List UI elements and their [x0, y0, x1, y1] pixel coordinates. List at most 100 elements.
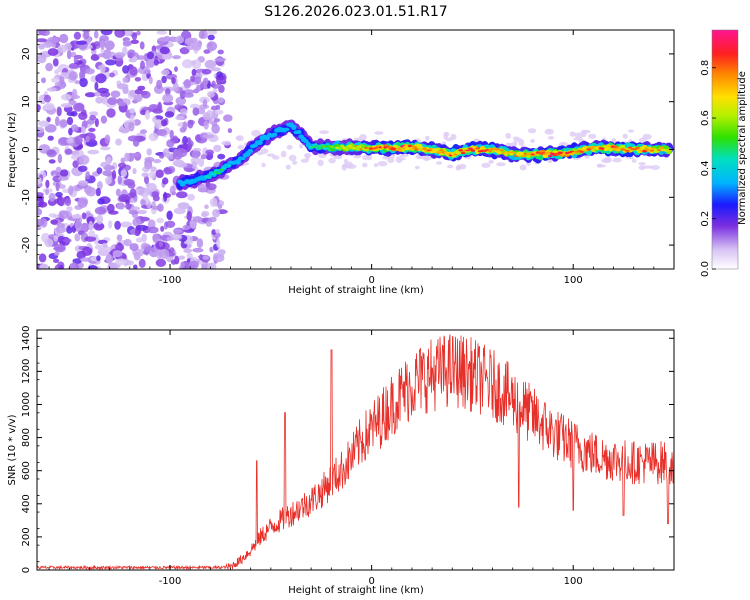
noise-speckle — [184, 240, 193, 245]
noise-speckle — [71, 88, 78, 99]
noise-speckle — [447, 164, 454, 169]
noise-speckle — [134, 230, 141, 237]
noise-speckle — [192, 42, 202, 51]
noise-speckle — [459, 163, 467, 170]
noise-speckle — [217, 49, 224, 55]
noise-speckle — [110, 90, 121, 98]
signal-track-cell — [620, 144, 626, 150]
noise-speckle — [317, 159, 324, 167]
noise-speckle — [223, 114, 233, 122]
noise-speckle — [182, 121, 188, 131]
noise-speckle — [196, 238, 204, 249]
noise-speckle — [60, 93, 72, 101]
noise-speckle — [68, 185, 74, 196]
signal-track-cell — [487, 149, 493, 153]
noise-speckle — [45, 179, 50, 189]
noise-speckle — [200, 154, 207, 160]
spectrogram-x-axis: -100 0 100 — [48, 30, 675, 286]
noise-speckle — [286, 144, 293, 150]
noise-speckle — [528, 128, 537, 134]
noise-speckle — [128, 89, 137, 97]
noise-speckle — [145, 110, 150, 120]
noise-speckle — [133, 264, 138, 269]
noise-speckle — [650, 165, 660, 170]
noise-speckle — [89, 114, 97, 121]
heatmap-noise-layer — [37, 30, 671, 269]
noise-speckle — [134, 254, 141, 261]
noise-speckle — [46, 116, 51, 123]
noise-speckle — [187, 119, 194, 129]
noise-speckle — [319, 130, 329, 135]
noise-speckle — [147, 182, 157, 193]
noise-speckle — [272, 155, 280, 160]
noise-speckle — [130, 152, 142, 158]
noise-speckle — [362, 162, 368, 168]
noise-speckle — [580, 129, 591, 134]
noise-speckle — [399, 154, 409, 158]
noise-speckle — [40, 30, 50, 36]
noise-speckle — [144, 175, 149, 184]
noise-speckle — [505, 132, 512, 139]
signal-track-cell — [468, 147, 473, 150]
noise-speckle — [299, 143, 304, 149]
noise-speckle — [163, 191, 168, 202]
signal-track-cell — [635, 147, 640, 149]
x-tick-label: 100 — [564, 275, 583, 286]
noise-speckle — [203, 49, 211, 54]
noise-speckle — [170, 259, 177, 265]
noise-speckle — [108, 220, 113, 229]
noise-speckle — [143, 69, 151, 74]
signal-track-cell — [659, 146, 664, 149]
noise-speckle — [211, 123, 220, 134]
noise-speckle — [214, 57, 227, 62]
noise-speckle — [604, 157, 612, 161]
noise-speckle — [96, 255, 101, 262]
noise-speckle — [154, 119, 163, 129]
signal-track-cell — [332, 144, 338, 147]
noise-speckle — [166, 210, 173, 221]
noise-speckle — [68, 127, 73, 136]
y-tick-label: 800 — [21, 428, 32, 447]
noise-speckle — [174, 66, 178, 72]
noise-speckle — [530, 139, 535, 143]
noise-speckle — [186, 211, 192, 221]
noise-speckle — [130, 39, 139, 44]
noise-speckle — [423, 155, 430, 162]
noise-speckle — [60, 72, 69, 78]
noise-speckle — [155, 169, 164, 178]
noise-speckle — [105, 164, 111, 173]
noise-speckle — [38, 43, 46, 50]
noise-speckle — [157, 101, 162, 111]
y-tick-label: 0 — [21, 567, 32, 573]
noise-speckle — [414, 165, 420, 170]
noise-speckle — [117, 175, 122, 185]
noise-speckle — [37, 126, 45, 134]
colorbar-tick-label: 0.6 — [700, 110, 711, 126]
noise-speckle — [129, 243, 139, 252]
noise-speckle — [55, 225, 66, 234]
noise-speckle — [300, 158, 309, 163]
noise-speckle — [53, 234, 58, 242]
noise-speckle — [179, 47, 190, 55]
signal-track-cell — [446, 151, 451, 154]
snr-panel: -100 0 100 0 200 400 600 800 1000 1200 1400 Heigh… — [7, 326, 675, 596]
noise-speckle — [182, 89, 195, 95]
noise-speckle — [140, 129, 147, 134]
noise-speckle — [66, 116, 74, 126]
signal-track-cell — [385, 145, 391, 148]
signal-track-cell — [412, 146, 418, 149]
y-tick-label: 1000 — [21, 392, 32, 417]
noise-speckle — [210, 67, 221, 72]
noise-speckle — [481, 162, 491, 168]
noise-speckle — [178, 255, 186, 260]
signal-track-cell — [337, 147, 343, 150]
noise-speckle — [140, 109, 147, 116]
noise-speckle — [188, 260, 199, 269]
signal-track-cell — [581, 147, 587, 150]
noise-speckle — [130, 114, 135, 120]
noise-speckle — [69, 262, 80, 269]
noise-speckle — [158, 248, 170, 259]
noise-speckle — [56, 106, 62, 117]
signal-track-cell — [497, 151, 502, 154]
noise-speckle — [179, 108, 188, 116]
